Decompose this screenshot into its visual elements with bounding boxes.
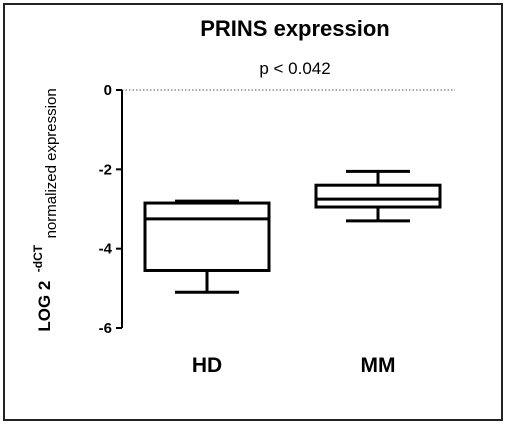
chart-subtitle: p < 0.042 bbox=[259, 59, 330, 78]
y-tick-label: -4 bbox=[99, 241, 113, 258]
category-label-hd: HD bbox=[192, 354, 222, 377]
y-axis-label-superscript: -dCT bbox=[31, 244, 45, 272]
chart-frame bbox=[3, 3, 503, 421]
category-label-mm: MM bbox=[361, 354, 396, 377]
y-axis-label: LOG 2 -dCT normalized expression bbox=[29, 88, 60, 331]
y-axis-label-base: LOG 2 bbox=[35, 281, 54, 332]
box-mm bbox=[314, 183, 442, 209]
plot-area: 0 -2 -4 -6 HD MM bbox=[99, 82, 455, 377]
chart-title: PRINS expression bbox=[200, 16, 390, 41]
y-tick-label: -2 bbox=[99, 161, 112, 178]
y-tick-label: -6 bbox=[99, 320, 112, 337]
box-hd bbox=[143, 201, 271, 272]
y-axis-label-subscript: normalized expression bbox=[43, 88, 60, 238]
y-tick-label: 0 bbox=[104, 82, 112, 99]
